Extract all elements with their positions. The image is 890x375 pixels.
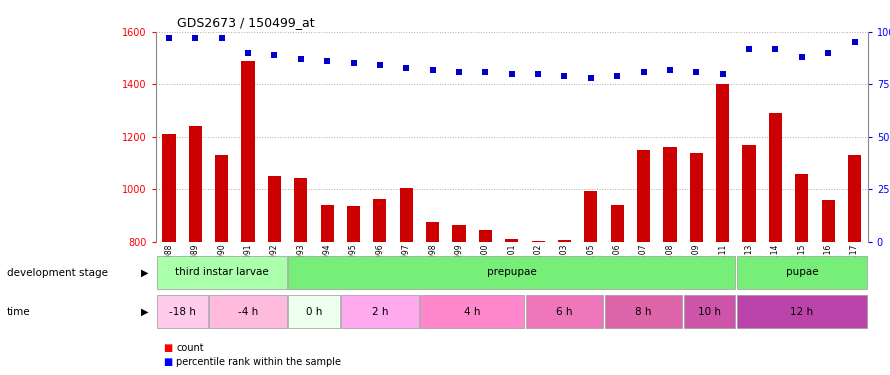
Bar	[215, 155, 228, 242]
Bar	[684, 295, 735, 328]
Bar	[637, 150, 651, 242]
Bar	[821, 200, 835, 242]
Bar	[742, 145, 756, 242]
Bar	[420, 295, 524, 328]
Text: 0 h: 0 h	[306, 307, 322, 316]
Bar	[716, 84, 729, 242]
Text: time: time	[7, 307, 31, 317]
Text: development stage: development stage	[7, 268, 108, 278]
Text: third instar larvae: third instar larvae	[174, 267, 269, 277]
Text: 2 h: 2 h	[372, 307, 388, 316]
Bar	[479, 230, 492, 242]
Text: -4 h: -4 h	[238, 307, 258, 316]
Bar	[157, 295, 207, 328]
Text: 8 h: 8 h	[635, 307, 651, 316]
Bar	[611, 205, 624, 242]
Bar	[268, 176, 281, 242]
Bar	[288, 295, 340, 328]
Text: -18 h: -18 h	[169, 307, 196, 316]
Bar	[584, 190, 597, 242]
Text: 10 h: 10 h	[698, 307, 721, 316]
Text: percentile rank within the sample: percentile rank within the sample	[176, 357, 341, 367]
Bar	[605, 295, 683, 328]
Bar	[690, 153, 703, 242]
Bar	[162, 134, 175, 242]
Bar	[506, 239, 518, 242]
Text: 12 h: 12 h	[790, 307, 813, 316]
Bar	[241, 61, 255, 242]
Text: ▶: ▶	[142, 268, 149, 278]
Bar	[426, 222, 440, 242]
Text: GDS2673 / 150499_at: GDS2673 / 150499_at	[177, 16, 315, 29]
Bar	[531, 241, 545, 242]
Text: count: count	[176, 343, 204, 353]
Text: 4 h: 4 h	[464, 307, 481, 316]
Bar	[400, 188, 413, 242]
Text: pupae: pupae	[786, 267, 818, 277]
Bar	[558, 240, 571, 242]
Bar	[526, 295, 603, 328]
Bar	[769, 113, 782, 242]
Bar	[737, 295, 867, 328]
Bar	[189, 126, 202, 242]
Bar	[341, 295, 418, 328]
Text: 6 h: 6 h	[556, 307, 573, 316]
Bar	[209, 295, 287, 328]
Bar	[288, 256, 735, 289]
Bar	[373, 199, 386, 242]
Bar	[157, 256, 287, 289]
Bar	[663, 147, 676, 242]
Bar	[347, 206, 360, 242]
Bar	[320, 205, 334, 242]
Bar	[737, 256, 867, 289]
Text: ■: ■	[163, 357, 172, 367]
Text: prepupae: prepupae	[487, 267, 537, 277]
Bar	[796, 174, 808, 242]
Bar	[452, 225, 465, 242]
Text: ▶: ▶	[142, 307, 149, 317]
Bar	[848, 155, 862, 242]
Bar	[295, 178, 307, 242]
Text: ■: ■	[163, 343, 172, 353]
